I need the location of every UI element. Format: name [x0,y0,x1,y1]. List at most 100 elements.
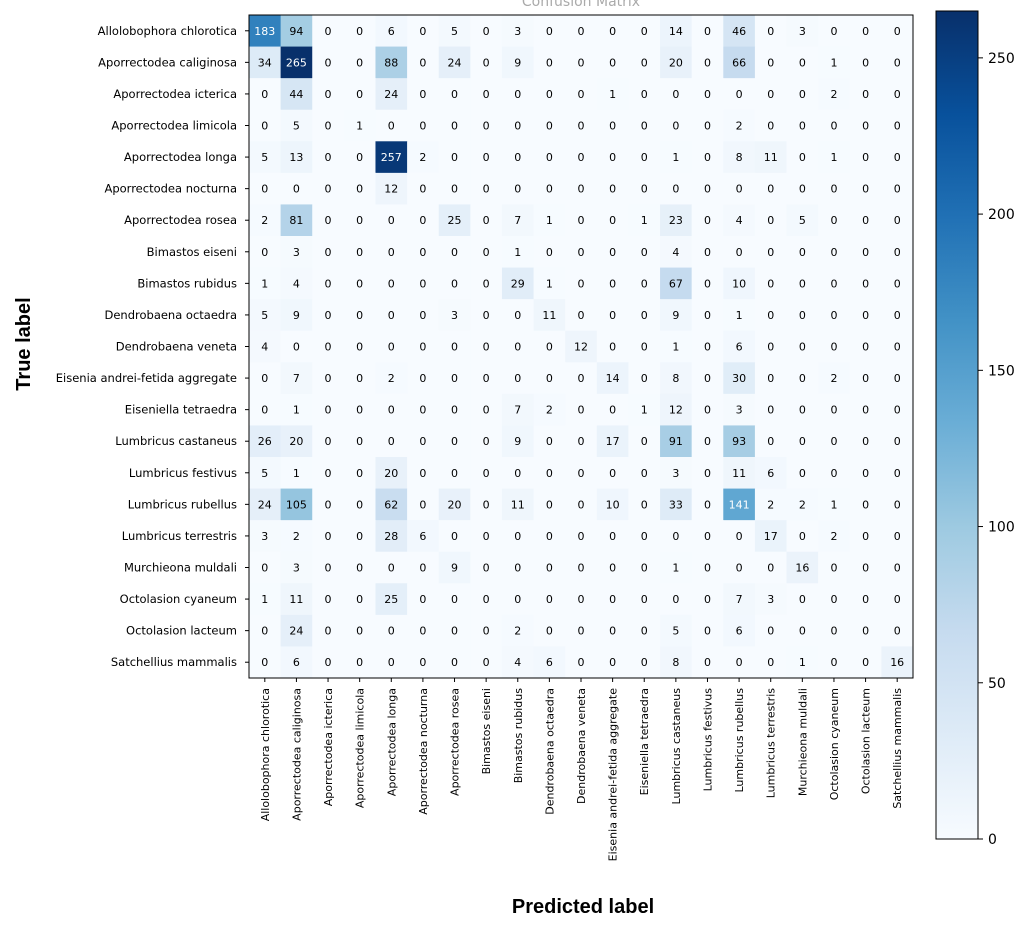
cell-value: 0 [419,214,426,227]
matrix-cell [249,646,282,679]
cell-value: 2 [830,88,837,101]
matrix-cell [565,551,598,584]
matrix-cell [470,551,503,584]
y-tick-label: Lumbricus castaneus [115,434,237,448]
matrix-cell [723,15,756,47]
cell-value: 0 [767,625,774,638]
matrix-cell [660,425,693,458]
cell-value: 0 [799,309,806,322]
matrix-cell [375,457,408,489]
cell-value: 0 [419,498,426,511]
matrix-cell [470,267,503,300]
cell-value: 0 [767,435,774,448]
cell-value: 0 [704,88,711,101]
cell-value: 9 [514,56,521,69]
matrix-cell [343,267,376,300]
cell-value: 1 [736,309,743,322]
cell-value: 0 [546,246,553,259]
cell-value: 0 [578,372,585,385]
matrix-cell [786,172,819,205]
cell-value: 0 [356,593,363,606]
matrix-cell [786,15,819,47]
matrix-cell [596,299,629,332]
matrix-cell [628,15,661,47]
cell-value: 0 [862,151,869,164]
cell-value: 0 [894,530,901,543]
matrix-cell [660,362,693,395]
matrix-cell [723,583,756,616]
cell-value: 44 [289,88,303,101]
cell-value: 0 [578,246,585,259]
cell-value: 0 [419,404,426,417]
cell-value: 6 [388,25,395,38]
matrix-cell [470,614,503,647]
matrix-cell [249,330,282,363]
matrix-cell [501,646,534,679]
cell-value: 1 [641,214,648,227]
matrix-cell [533,141,566,174]
matrix-cell [470,204,503,237]
matrix-cell [565,172,598,205]
cell-value: 0 [546,88,553,101]
y-tick-label: Aporrectodea limicola [111,119,237,133]
cell-value: 7 [514,214,521,227]
cell-value: 0 [799,120,806,133]
x-tick-label: Aporrectodea caliginosa [290,688,303,821]
matrix-cell [754,551,787,584]
cell-value: 0 [419,277,426,290]
matrix-cell [849,457,882,489]
cell-value: 0 [325,593,332,606]
cell-value: 0 [799,593,806,606]
cell-value: 0 [356,530,363,543]
matrix-cell [280,488,313,521]
cell-value: 0 [830,593,837,606]
cell-value: 7 [293,372,300,385]
matrix-cell [438,141,471,174]
cell-value: 0 [388,625,395,638]
matrix-cell [375,551,408,584]
matrix-cell [818,457,851,489]
cell-value: 0 [451,593,458,606]
cell-value: 0 [419,593,426,606]
matrix-cell [881,46,914,79]
matrix-cell [565,614,598,647]
matrix-cell [660,109,693,142]
cell-value: 0 [641,530,648,543]
matrix-cell [375,172,408,205]
matrix-cell [501,425,534,458]
cell-value: 0 [325,183,332,196]
cell-value: 0 [261,562,268,575]
cell-value: 0 [672,120,679,133]
matrix-cell [723,393,756,426]
matrix-cell [691,488,724,521]
matrix-cell [375,15,408,47]
matrix-cell [375,204,408,237]
cell-value: 0 [356,656,363,669]
cell-value: 0 [704,593,711,606]
matrix-cell [280,646,313,679]
cell-value: 0 [830,309,837,322]
cell-value: 0 [641,593,648,606]
cell-value: 0 [325,467,332,480]
cell-value: 1 [830,151,837,164]
cell-value: 0 [704,277,711,290]
y-tick-label: Aporrectodea caliginosa [98,55,237,69]
cell-value: 11 [542,309,556,322]
cell-value: 0 [356,498,363,511]
cell-value: 0 [609,120,616,133]
cell-value: 0 [483,656,490,669]
cell-value: 24 [448,56,462,69]
cell-value: 0 [325,56,332,69]
cell-value: 0 [799,88,806,101]
matrix-cell [470,362,503,395]
cell-value: 9 [293,309,300,322]
matrix-cell [407,204,440,237]
matrix-cell [786,362,819,395]
cell-value: 0 [419,183,426,196]
cell-value: 1 [641,404,648,417]
cell-value: 3 [293,246,300,259]
cell-value: 4 [261,341,268,354]
cell-value: 5 [261,151,268,164]
matrix-cell [470,236,503,268]
cell-value: 0 [767,562,774,575]
